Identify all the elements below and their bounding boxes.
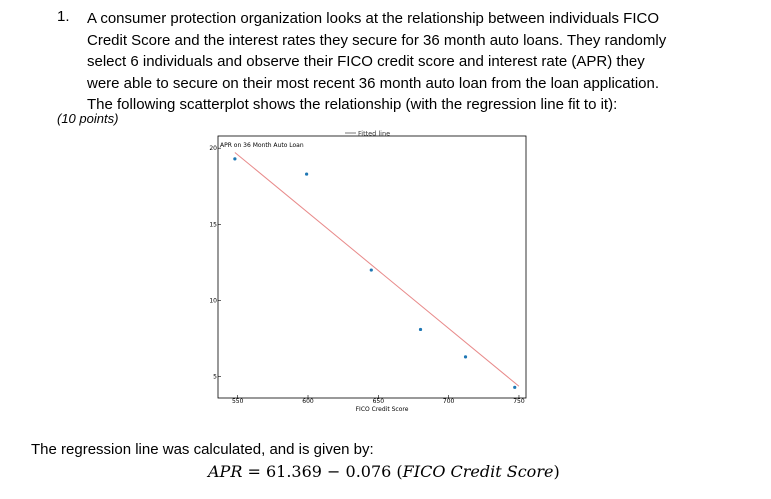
data-point: [233, 157, 237, 161]
plot-frame: [217, 135, 527, 399]
equation-lhs: APR: [208, 462, 243, 481]
data-point: [305, 172, 309, 176]
data-point: [513, 385, 517, 389]
question-line: Credit Score and the interest rates they…: [87, 31, 667, 49]
x-tick-label: 600: [302, 398, 314, 405]
x-tick-label: 550: [232, 398, 244, 405]
equation-rhs-prefix: = 61.369 − 0.076 (: [242, 462, 403, 481]
question-line: A consumer protection organization looks…: [87, 10, 659, 27]
question-line: were able to secure on their most recent…: [87, 74, 659, 92]
x-tick-label: 750: [513, 398, 525, 405]
y-tick-label: 10: [209, 298, 217, 305]
legend: Fitted line: [345, 130, 390, 138]
regression-equation: APR = 61.369 − 0.076 (FICO Credit Score): [208, 462, 560, 481]
x-tick-label: 700: [443, 398, 455, 405]
x-axis-label: FICO Credit Score: [356, 406, 409, 413]
y-axis-label: APR on 36 Month Auto Loan: [220, 142, 304, 149]
question-line: The following scatterplot shows the rela…: [87, 96, 618, 114]
legend-entry: Fitted line: [358, 130, 390, 138]
question-text: A consumer protection organization looks…: [87, 8, 727, 116]
regression-intro: The regression line was calculated, and …: [31, 441, 374, 458]
y-tick-label: 20: [209, 145, 217, 152]
equation-variable: FICO Credit Score: [402, 462, 554, 481]
x-tick-label: 650: [373, 398, 385, 405]
data-point: [463, 355, 468, 359]
data-point: [369, 268, 373, 272]
question-line: select 6 individuals and observe their F…: [87, 53, 645, 71]
equation-rhs-suffix: ): [553, 462, 560, 481]
fitted-line: [234, 152, 520, 387]
y-tick-label: 15: [209, 221, 217, 228]
points-label: (10 points): [57, 111, 119, 126]
data-point: [418, 327, 423, 332]
question-number: 1.: [57, 8, 70, 25]
y-tick-label: 5: [213, 374, 217, 381]
